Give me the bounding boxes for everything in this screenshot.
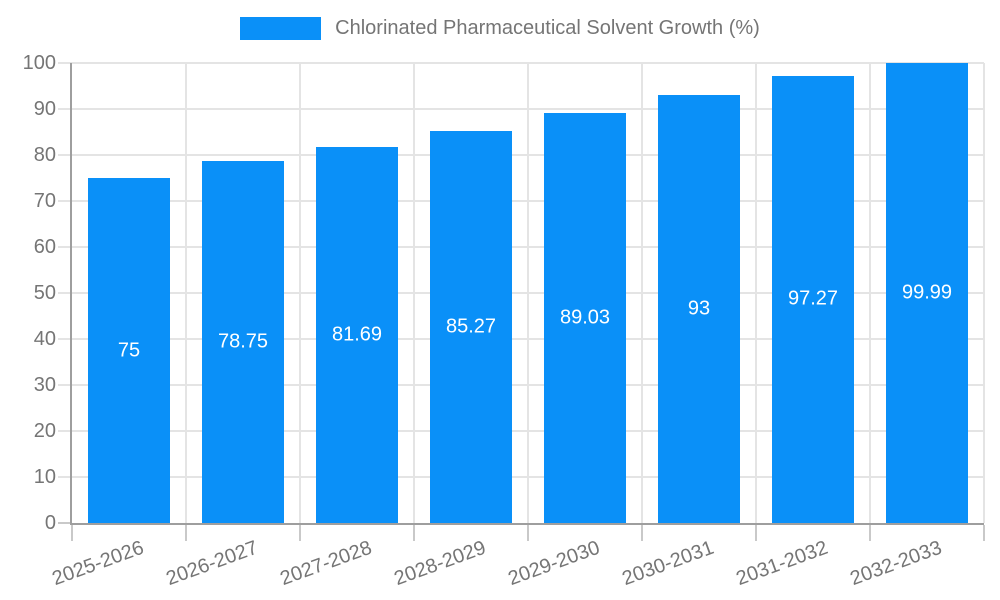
bar-value-label: 93 [687,297,711,320]
h-gridline [58,292,984,294]
x-tick [641,525,643,541]
bar[interactable]: 97.27 [772,75,854,523]
y-tick-label: 90 [33,98,56,120]
v-gridline [527,63,529,523]
h-gridline [58,246,984,248]
x-tick [527,525,529,541]
bar[interactable]: 99.99 [886,63,968,523]
h-gridline [58,476,984,478]
legend-swatch [240,17,322,40]
y-tick [58,522,72,524]
y-tick-label: 20 [33,420,56,442]
x-tick [755,525,757,541]
bar[interactable]: 93 [658,95,740,523]
bar[interactable]: 85.27 [430,130,512,523]
v-gridline [185,63,187,523]
h-gridline [58,430,984,432]
y-axis-line [70,63,72,525]
v-gridline [641,63,643,523]
y-tick-label: 50 [33,282,56,304]
x-axis-line [70,523,984,525]
h-gridline [58,108,984,110]
x-tick [869,525,871,541]
v-gridline [983,63,985,523]
y-tick-label: 40 [33,328,56,350]
v-gridline [755,63,757,523]
v-gridline [413,63,415,523]
chart-legend[interactable]: Chlorinated Pharmaceutical Solvent Growt… [0,17,1000,40]
x-tick [413,525,415,541]
x-tick [71,525,73,541]
h-gridline [58,200,984,202]
bar[interactable]: 81.69 [316,147,398,523]
y-tick-label: 0 [44,512,56,534]
bar-value-label: 78.75 [217,330,269,353]
h-gridline [58,154,984,156]
y-tick-label: 100 [22,52,56,74]
bar-value-label: 89.03 [559,306,611,329]
h-gridline [58,384,984,386]
bar-value-label: 97.27 [787,287,839,310]
bar[interactable]: 75 [88,178,170,523]
y-tick-label: 70 [33,190,56,212]
y-tick-label: 60 [33,236,56,258]
x-tick [983,525,985,541]
legend-label: Chlorinated Pharmaceutical Solvent Growt… [335,17,760,39]
bar-value-label: 99.99 [901,281,953,304]
h-gridline [58,338,984,340]
y-tick-label: 30 [33,374,56,396]
h-gridline [58,62,984,64]
bar[interactable]: 78.75 [202,160,284,523]
x-tick [185,525,187,541]
v-gridline [299,63,301,523]
bar-value-label: 75 [117,339,141,361]
y-tick-label: 10 [33,466,56,488]
bar-value-label: 81.69 [331,323,383,346]
x-tick [299,525,301,541]
bar[interactable]: 89.03 [544,113,626,523]
bar-value-label: 85.27 [445,315,497,338]
v-gridline [869,63,871,523]
y-tick-label: 80 [33,144,56,166]
